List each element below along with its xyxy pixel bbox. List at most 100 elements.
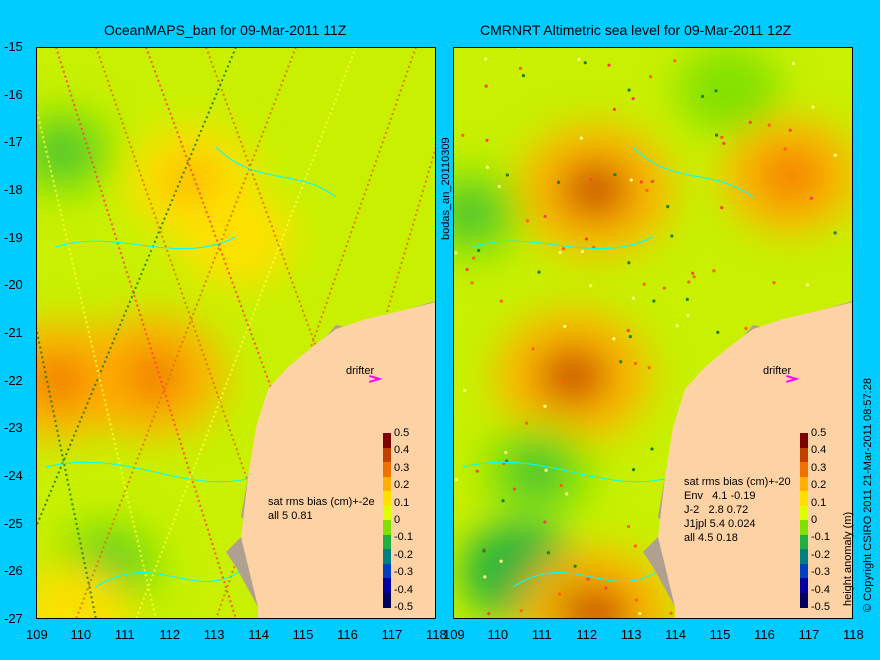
obs-point-19	[512, 487, 517, 491]
obs-point-30	[833, 231, 837, 235]
obs-point-85	[805, 283, 809, 287]
obs-point-0	[647, 366, 651, 370]
drifter-label-right: drifter	[763, 365, 792, 377]
obs-point-17	[629, 178, 633, 182]
colorbar-tick-label: 0.4	[394, 444, 410, 457]
obs-point-128	[772, 281, 776, 285]
stats-left-line-0: sat rms bias (cm)+-2e	[268, 496, 375, 508]
obs-point-31	[626, 328, 630, 333]
y-tick-label: -19	[4, 229, 23, 245]
obs-point-108	[783, 147, 787, 151]
obs-point-16	[519, 609, 523, 613]
anomaly-core-6	[453, 193, 496, 235]
colorbar-tick-label: 0	[394, 514, 401, 526]
x-tick-label: 112	[576, 627, 598, 642]
anomaly-core-0	[559, 160, 631, 220]
obs-point-34	[557, 180, 561, 184]
x-tick-label: 111	[531, 627, 552, 642]
sat-track-6	[75, 47, 297, 619]
y-tick-label: -21	[4, 325, 23, 340]
obs-point-96	[472, 256, 476, 260]
anomaly-core-7	[559, 584, 631, 619]
obs-point-111	[485, 138, 489, 142]
run-id-label: bodas_an_20110309	[440, 137, 452, 240]
stats-right-line-1: Env 4.1 -0.19	[684, 490, 756, 502]
obs-point-18	[670, 234, 674, 238]
obs-point-90	[627, 88, 631, 92]
chart-title-left: OceanMAPS_ban for 09-Mar-2011 11Z	[104, 22, 347, 38]
y-tick-label: -24	[4, 468, 23, 483]
obs-point-137	[504, 450, 508, 455]
colorbar-segment	[800, 578, 808, 593]
y-tick-label: -15	[4, 39, 23, 54]
anomaly-core-1	[537, 346, 609, 406]
obs-point-9	[675, 324, 679, 328]
obs-point-59	[788, 128, 792, 132]
obs-point-12	[499, 299, 503, 303]
anomaly-core-2	[759, 149, 822, 202]
obs-point-139	[584, 237, 589, 241]
obs-point-104	[524, 421, 529, 425]
colorbar-segment	[383, 534, 391, 550]
anomaly-core-4	[38, 131, 87, 173]
colorbar-tick-label: -0.4	[394, 583, 413, 596]
obs-point-99	[722, 141, 726, 146]
colorbar-segment	[383, 520, 391, 535]
stats-right-line-0: sat rms bias (cm)+-20	[684, 476, 791, 488]
obs-point-28	[470, 281, 474, 285]
plot-frame	[453, 47, 853, 619]
obs-point-32	[626, 524, 631, 529]
obs-point-107	[691, 271, 695, 275]
obs-point-86	[650, 447, 654, 451]
colorbar-tick-label: -0.1	[811, 531, 830, 544]
anomaly-blob-7	[516, 547, 674, 619]
sat-track-3	[205, 47, 417, 619]
colorbar-tick-label: -0.5	[394, 601, 413, 613]
obs-point-27	[631, 96, 635, 101]
obs-point-116	[633, 361, 638, 366]
colorbar-tick-label: 0.5	[394, 427, 410, 439]
obs-point-68	[642, 282, 646, 286]
colorbar-segment	[383, 476, 391, 492]
obs-point-50	[501, 499, 505, 503]
obs-point-103	[465, 267, 469, 272]
contour-0	[472, 236, 654, 250]
x-tick-label: 109	[26, 627, 48, 642]
contour-3	[95, 566, 247, 588]
obs-point-23	[639, 180, 643, 184]
y-tick-label: -16	[4, 86, 23, 102]
sat-track-7	[36, 47, 237, 528]
obs-point-77	[463, 388, 467, 393]
obs-point-63	[543, 214, 547, 218]
plot-frame	[36, 47, 436, 619]
obs-point-88	[669, 611, 673, 615]
obs-point-21	[483, 575, 487, 579]
anomaly-field	[453, 47, 853, 619]
obs-point-35	[748, 120, 752, 125]
obs-point-5	[565, 492, 569, 496]
x-tick-label: 117	[381, 627, 403, 642]
obs-point-109	[589, 283, 593, 288]
obs-point-57	[484, 57, 488, 61]
colorbar-tick-label: -0.2	[394, 548, 413, 561]
obs-point-106	[573, 564, 577, 568]
drifter-marker	[369, 374, 383, 383]
anomaly-core-2	[36, 353, 91, 408]
obs-point-119	[607, 63, 611, 67]
x-tick-label: 111	[114, 627, 135, 642]
stats-right-line-4: all 4.5 0.18	[684, 532, 738, 544]
colorbar-label: height anomaly (m)	[842, 511, 854, 606]
anomaly-core-3	[511, 449, 564, 493]
obs-point-15	[720, 206, 724, 210]
y-tick-label: -25	[4, 515, 23, 531]
obs-point-47	[487, 612, 491, 616]
copyright-label: © Copyright CSIRO 2011 21-Mar-2011 08:57…	[862, 378, 874, 612]
obs-point-41	[580, 249, 585, 254]
colorbar-tick-label: -0.4	[811, 583, 830, 596]
chart-title-right: CMRNRT Altimetric sea level for 09-Mar-2…	[480, 22, 792, 38]
y-tick-label: -22	[4, 372, 23, 388]
colorbar-tick-label: 0	[811, 514, 818, 526]
colorbar-tick-label: 0.1	[394, 496, 410, 509]
anomaly-core-5	[705, 70, 753, 110]
x-tick-label: 109	[443, 627, 465, 642]
